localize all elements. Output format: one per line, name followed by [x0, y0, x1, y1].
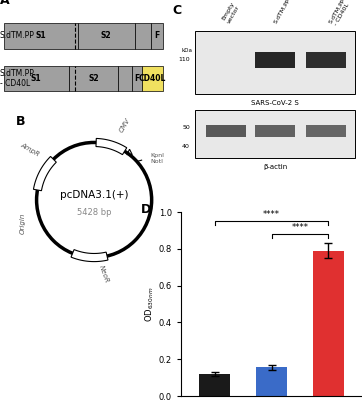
Bar — [199, 374, 231, 396]
FancyBboxPatch shape — [4, 66, 69, 91]
Text: CMV: CMV — [118, 117, 131, 134]
Text: CD40L: CD40L — [139, 74, 166, 83]
Text: AmpR: AmpR — [19, 141, 41, 157]
FancyBboxPatch shape — [195, 31, 355, 94]
Text: 5428 bp: 5428 bp — [77, 208, 111, 217]
Text: KpnI
NotI: KpnI NotI — [151, 153, 164, 164]
Text: 40: 40 — [182, 144, 190, 149]
Text: kDa: kDa — [181, 48, 192, 53]
FancyBboxPatch shape — [142, 66, 163, 91]
Bar — [256, 368, 287, 396]
FancyBboxPatch shape — [4, 23, 77, 49]
Text: β-actin: β-actin — [263, 164, 287, 170]
Text: F: F — [155, 32, 160, 40]
Text: S.dTM.PP: S.dTM.PP — [0, 32, 35, 40]
Text: D: D — [141, 203, 151, 216]
FancyBboxPatch shape — [255, 125, 295, 137]
Text: F: F — [135, 74, 140, 83]
Text: 110: 110 — [178, 57, 190, 62]
Text: S2: S2 — [88, 74, 99, 83]
Text: Origin: Origin — [20, 213, 26, 234]
Bar — [312, 251, 344, 396]
Polygon shape — [33, 156, 56, 191]
Text: B: B — [16, 115, 26, 128]
FancyBboxPatch shape — [77, 23, 135, 49]
Text: S.dTM.PP
- CD40L: S.dTM.PP - CD40L — [0, 69, 35, 88]
FancyBboxPatch shape — [306, 52, 346, 68]
FancyBboxPatch shape — [306, 125, 346, 137]
FancyBboxPatch shape — [135, 23, 151, 49]
FancyBboxPatch shape — [151, 23, 163, 49]
Text: S1: S1 — [35, 32, 46, 40]
Text: Empty
vector: Empty vector — [221, 1, 241, 24]
Text: NeoR: NeoR — [98, 265, 110, 284]
Text: S.dTM.PP
- CD40L: S.dTM.PP - CD40L — [328, 0, 351, 28]
FancyBboxPatch shape — [118, 66, 132, 91]
FancyBboxPatch shape — [132, 66, 142, 91]
Text: S2: S2 — [101, 32, 111, 40]
Text: ****: **** — [291, 223, 308, 232]
Polygon shape — [71, 250, 108, 262]
Text: SARS-CoV-2 S: SARS-CoV-2 S — [251, 100, 299, 106]
Text: A: A — [0, 0, 10, 7]
Text: S1: S1 — [31, 74, 42, 83]
Y-axis label: OD$_{630nm}$: OD$_{630nm}$ — [143, 286, 156, 322]
FancyBboxPatch shape — [69, 66, 118, 91]
Text: 50: 50 — [182, 124, 190, 130]
FancyBboxPatch shape — [195, 110, 355, 158]
FancyBboxPatch shape — [255, 52, 295, 68]
Text: S.dTM.PP: S.dTM.PP — [273, 0, 292, 25]
Polygon shape — [96, 138, 127, 155]
Text: C: C — [172, 4, 181, 17]
FancyBboxPatch shape — [206, 125, 246, 137]
Text: pcDNA3.1(+): pcDNA3.1(+) — [60, 190, 129, 200]
Text: ****: **** — [263, 210, 280, 219]
